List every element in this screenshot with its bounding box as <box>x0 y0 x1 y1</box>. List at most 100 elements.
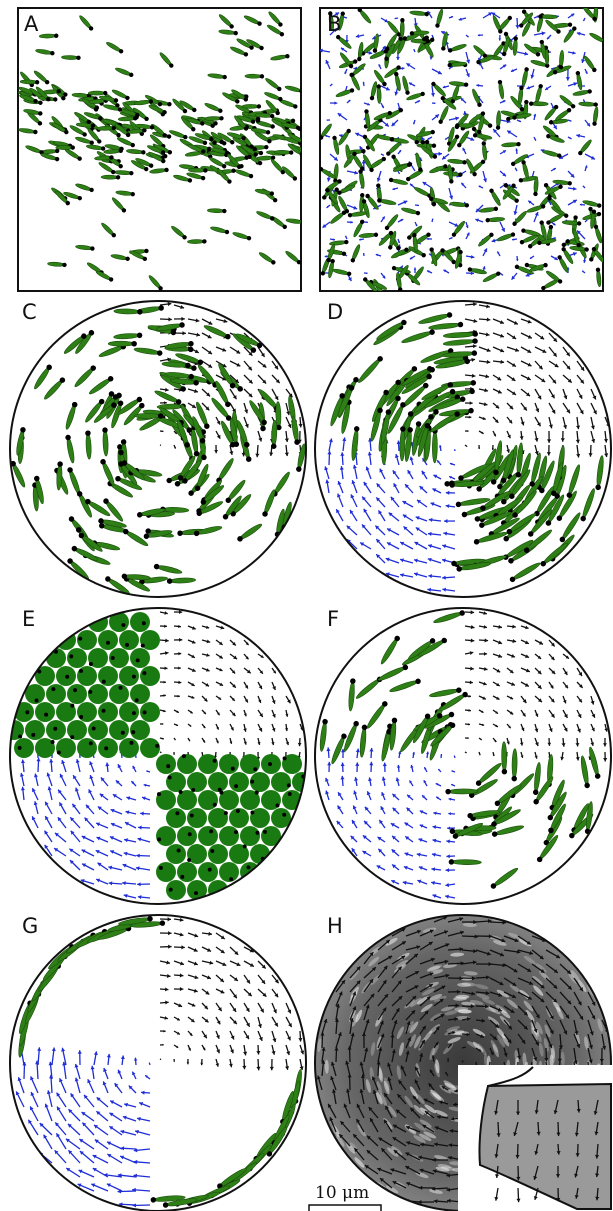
velocity-arrow-head <box>352 464 357 469</box>
swarm-rod-head <box>148 163 154 168</box>
velocity-arrow-head <box>74 787 79 792</box>
swarm-rod <box>217 132 235 145</box>
velocity-arrow-head <box>37 1047 42 1051</box>
velocity-arrow-head <box>168 317 172 322</box>
swimmer-rod-head <box>102 427 108 433</box>
swimmer-rod-head <box>57 461 63 467</box>
swimmer-rod <box>455 498 491 508</box>
swimmer-rod-head <box>455 501 462 508</box>
swimmer-rod-head <box>490 883 497 889</box>
swimmer-rod <box>546 213 564 225</box>
swarm-rod-head <box>46 96 51 102</box>
swimmer-rod-head <box>503 31 509 37</box>
velocity-arrow-head <box>412 751 416 755</box>
swimmer-rod-head <box>121 573 128 580</box>
swimmer-rod-head <box>405 90 410 95</box>
velocity-arrow-head <box>382 275 386 279</box>
bacteria-streak <box>533 985 544 996</box>
swimmer-rod-body <box>66 437 75 464</box>
swarm-rod-head <box>144 116 149 122</box>
velocity-arrow-head <box>604 453 609 457</box>
swarm-rod-head <box>38 100 43 105</box>
swarm-rod-body <box>19 79 38 85</box>
disk-marker <box>104 746 109 751</box>
swimmer-rod-head <box>539 39 544 45</box>
swimmer-rod-head <box>454 411 460 417</box>
velocity-arrow-head <box>497 389 502 394</box>
swarm-rod-head <box>269 113 275 119</box>
swimmer-rod-head <box>108 391 115 397</box>
swarm-rod <box>41 89 61 95</box>
velocity-arrow-head <box>274 993 279 998</box>
swimmer-rod-head <box>382 701 388 707</box>
velocity-arrow-head <box>428 544 433 549</box>
swarm-rod <box>232 232 252 241</box>
velocity-arrow-head <box>530 256 533 259</box>
velocity-arrow-head <box>469 401 473 405</box>
velocity-arrow-head <box>576 425 581 430</box>
swarm-rod <box>61 55 81 60</box>
swarm-rod <box>187 144 206 154</box>
velocity-arrow-head <box>178 680 182 685</box>
disk-marker <box>73 688 78 693</box>
velocity-arrow-head <box>72 803 77 808</box>
velocity-arrow-head <box>519 742 524 746</box>
disk-marker <box>234 784 239 789</box>
swimmer-rod <box>348 678 356 712</box>
velocity-arrow-head <box>137 882 141 887</box>
velocity-arrow-head <box>231 712 236 717</box>
disk-marker <box>155 743 160 748</box>
disk-marker <box>191 787 196 792</box>
swimmer-rod <box>514 264 533 275</box>
velocity-arrow-head <box>55 1122 60 1127</box>
velocity-arrow-head <box>451 784 454 786</box>
swimmer-rod <box>435 8 443 28</box>
velocity-arrow-head <box>362 835 367 840</box>
swarm-rod-head <box>50 51 55 56</box>
swimmer-rod <box>335 88 355 97</box>
velocity-arrow-head <box>205 668 210 672</box>
velocity-arrow-head <box>396 764 401 768</box>
velocity-arrow-head <box>500 359 505 364</box>
swarm-rod-head <box>44 80 50 85</box>
velocity-arrow-head <box>481 723 485 726</box>
swimmer-rod-head <box>353 720 359 727</box>
swimmer-rod-head <box>448 859 455 865</box>
swimmer-rod <box>296 443 306 472</box>
swimmer-rod <box>530 60 550 68</box>
velocity-arrow-head <box>352 805 357 810</box>
swimmer-rod-head <box>409 31 415 36</box>
disk-particle <box>229 844 249 864</box>
panel-d <box>314 300 612 598</box>
swarm-rod-head <box>224 229 230 235</box>
swimmer-rod-head <box>386 151 391 156</box>
swarm-rod-head <box>241 135 246 141</box>
velocity-arrow-head <box>397 241 400 244</box>
velocity-arrow-head <box>413 122 416 125</box>
velocity-arrow-head <box>163 694 166 697</box>
swimmer-rod <box>501 141 521 148</box>
swimmer-rod-head <box>344 239 349 245</box>
velocity-arrow-head <box>287 1009 292 1014</box>
swimmer-rod-head <box>377 356 383 362</box>
swarm-rod <box>116 137 135 148</box>
disk-marker <box>230 766 235 771</box>
velocity-arrow-head <box>435 783 439 786</box>
swarm-rod-head <box>167 150 173 155</box>
velocity-arrow-head <box>271 1050 276 1055</box>
swimmer-rod-head <box>561 247 566 252</box>
swimmer-rod-head <box>400 402 406 408</box>
velocity-arrow-head <box>164 611 168 615</box>
swimmer-rod-head <box>515 471 522 478</box>
swarm-rod-head <box>111 169 116 175</box>
swimmer-rod-head <box>225 415 232 421</box>
velocity-arrow-head <box>564 684 569 689</box>
swarm-rod-head <box>243 52 249 57</box>
swimmer-rod <box>85 430 92 460</box>
velocity-arrow-head <box>214 450 219 454</box>
velocity-arrow-head <box>467 737 469 739</box>
velocity-arrow-head <box>378 510 383 515</box>
velocity-arrow-head <box>30 1076 34 1081</box>
velocity-arrow-head <box>525 668 530 673</box>
swimmer-rod-head <box>425 38 431 44</box>
